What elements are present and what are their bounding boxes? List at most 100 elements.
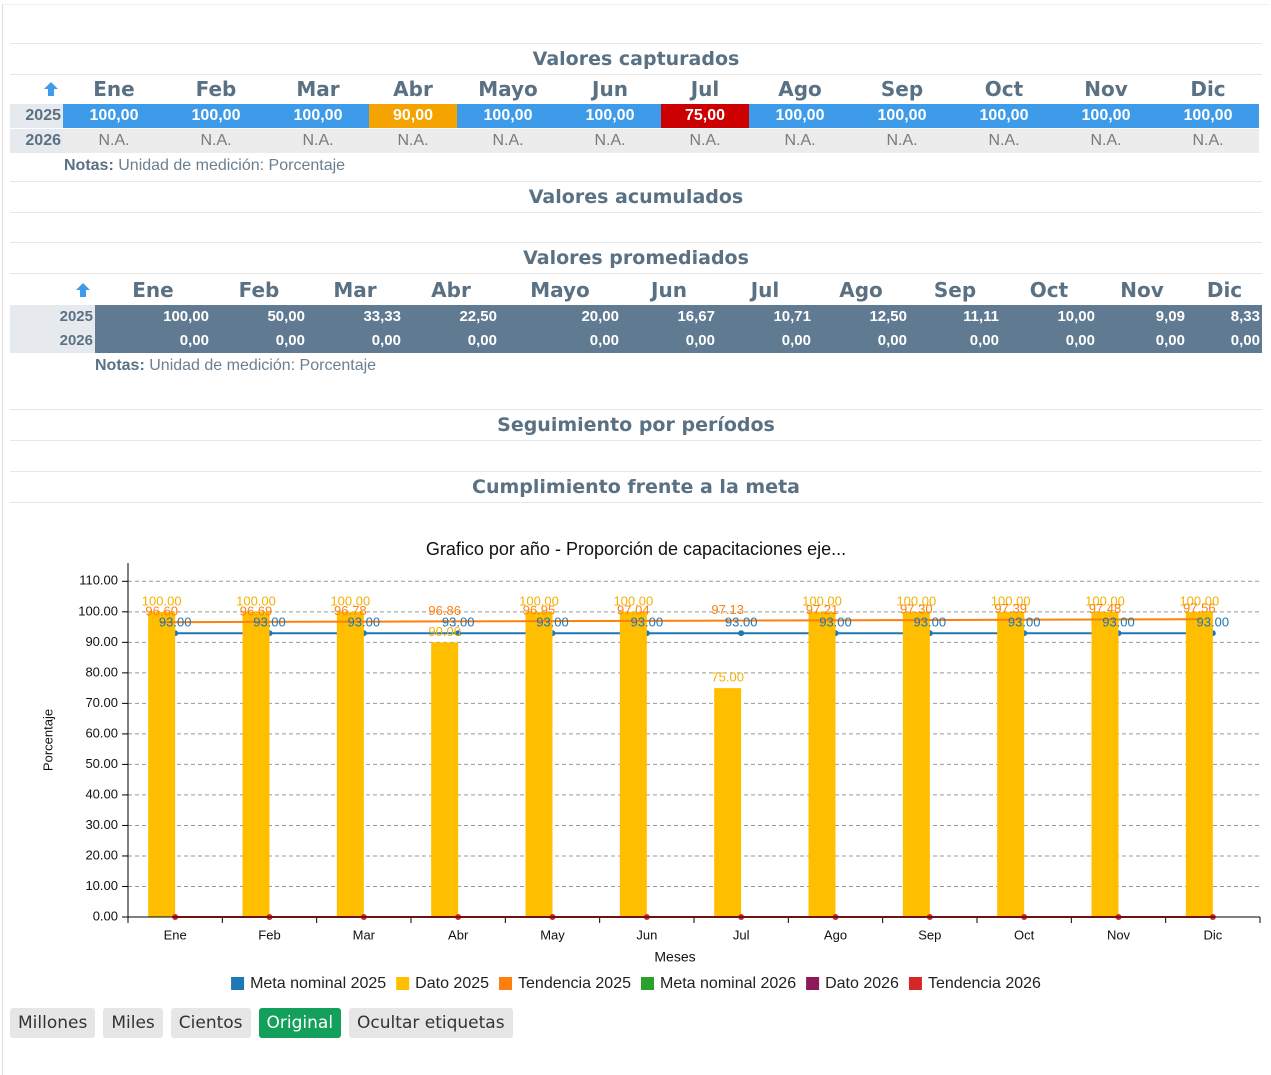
- legend-swatch: [908, 977, 922, 990]
- value-cell: 75,00: [661, 104, 749, 128]
- data-label: 93.00: [442, 615, 475, 630]
- divider: [10, 242, 1262, 243]
- value-cell: 11,11: [909, 305, 1001, 329]
- legend-label: Meta nominal 2025: [250, 975, 386, 992]
- y-tick-label: 70.00: [85, 695, 118, 710]
- bar: [997, 611, 1025, 917]
- month-header: Nov: [1084, 77, 1128, 101]
- value-cell: 0,00: [499, 329, 621, 353]
- point: [631, 619, 635, 623]
- legend-swatch: [499, 977, 513, 990]
- button[interactable]: Original: [258, 1008, 342, 1038]
- y-tick-label: 110.00: [79, 573, 118, 588]
- legend-label: Meta nominal 2026: [660, 975, 796, 992]
- value-cell: 9,09: [1097, 305, 1187, 329]
- section-title: Cumplimiento frente a la meta: [10, 471, 1262, 503]
- value-cell: N.A.: [953, 129, 1055, 153]
- chart: Grafico por año - Proporción de capacita…: [40, 539, 1261, 992]
- table-header: Ene Feb Mar Abr Mayo Jun Jul Ago Sep Oct Nov Dic: [10, 76, 1259, 102]
- month-header: Ago: [778, 77, 822, 101]
- point: [820, 618, 824, 622]
- bar: [525, 611, 553, 917]
- sort-icon[interactable]: [75, 282, 91, 298]
- y-tick-label: 60.00: [85, 725, 118, 740]
- value-cell: 0,00: [95, 329, 211, 353]
- value-cell: 0,00: [307, 329, 403, 353]
- sort-icon[interactable]: [43, 81, 59, 97]
- value-cell: 0,00: [1097, 329, 1187, 353]
- data-label: 97.21: [806, 602, 839, 617]
- data-label: 97.56: [1183, 601, 1216, 616]
- value-cell: N.A.: [63, 129, 165, 153]
- x-tick-label: Jul: [733, 927, 750, 942]
- year-cell: 2026: [10, 129, 63, 153]
- section-title: Valores acumulados: [10, 181, 1262, 213]
- bar: [148, 611, 176, 917]
- month-header: Feb: [195, 77, 237, 101]
- notes-text: Unidad de medición: Porcentaje: [118, 157, 346, 174]
- value-cell: N.A.: [267, 129, 369, 153]
- value-cell: N.A.: [165, 129, 267, 153]
- month-header: Sep: [933, 278, 977, 302]
- value-cell: N.A.: [851, 129, 953, 153]
- value-cell: N.A.: [1157, 129, 1259, 153]
- value-cell: 8,33: [1187, 305, 1262, 329]
- button[interactable]: Millones: [10, 1008, 96, 1038]
- month-header: Dic: [1190, 77, 1226, 101]
- value-cell: 0,00: [621, 329, 717, 353]
- value-cell: 16,67: [621, 305, 717, 329]
- point: [537, 619, 541, 623]
- notes-label: Notas:: [95, 357, 145, 374]
- section-title: Seguimiento por períodos: [10, 409, 1262, 441]
- y-tick-label: 50.00: [85, 756, 118, 771]
- value-cell: N.A.: [1055, 129, 1157, 153]
- point: [1197, 617, 1201, 621]
- y-tick-label: 0.00: [93, 908, 118, 923]
- value-cell: 100,00: [267, 104, 369, 128]
- x-tick-label: Sep: [918, 927, 941, 942]
- button[interactable]: Cientos: [170, 1008, 251, 1038]
- section-title: Valores capturados: [10, 43, 1262, 75]
- data-label: 93.00: [1197, 615, 1230, 630]
- y-tick-label: 100.00: [78, 603, 118, 618]
- value-cell: 100,00: [63, 104, 165, 128]
- month-header: Abr: [393, 77, 433, 101]
- frame: [2, 4, 1269, 1075]
- data-label: 100.00: [142, 593, 182, 608]
- value-cell: N.A.: [369, 129, 457, 153]
- value-cell: 100,00: [1157, 104, 1259, 128]
- button[interactable]: Miles: [103, 1008, 163, 1038]
- data-label: 100.00: [1085, 593, 1125, 608]
- y-tick-label: 40.00: [85, 786, 118, 801]
- data-label: 93.00: [819, 615, 852, 630]
- button[interactable]: Ocultar etiquetas: [349, 1008, 513, 1038]
- point: [160, 620, 164, 624]
- point: [1009, 618, 1013, 622]
- month-header: Feb: [238, 278, 280, 302]
- month-header: Mayo: [478, 77, 538, 101]
- bar: [1185, 611, 1213, 917]
- point: [726, 619, 730, 623]
- value-cell: 0,00: [1187, 329, 1262, 353]
- header-cell: [10, 76, 63, 102]
- data-label: 100.00: [236, 593, 276, 608]
- data-label: 96.95: [523, 603, 556, 618]
- month-header: Sep: [880, 77, 924, 101]
- data-label: 100.00: [330, 593, 370, 608]
- value-cell: 0,00: [403, 329, 499, 353]
- data-label: 97.13: [711, 602, 744, 617]
- x-tick-label: Mar: [353, 927, 376, 942]
- month-header: Ago: [839, 278, 883, 302]
- year-cell: 2025: [10, 104, 63, 128]
- legend-label: Dato 2025: [415, 975, 489, 992]
- section-title: Valores promediados: [10, 243, 1262, 274]
- month-header: Oct: [984, 77, 1024, 101]
- table-header: Ene Feb Mar Abr Mayo Jun Jul Ago Sep Oct Nov Dic: [10, 278, 1262, 302]
- value-cell: N.A.: [457, 129, 559, 153]
- value-cell: 100,00: [749, 104, 851, 128]
- y-tick-label: 90.00: [85, 634, 118, 649]
- data-label: 100.00: [896, 593, 936, 608]
- bar: [808, 611, 836, 917]
- x-tick-label: Ene: [164, 927, 187, 942]
